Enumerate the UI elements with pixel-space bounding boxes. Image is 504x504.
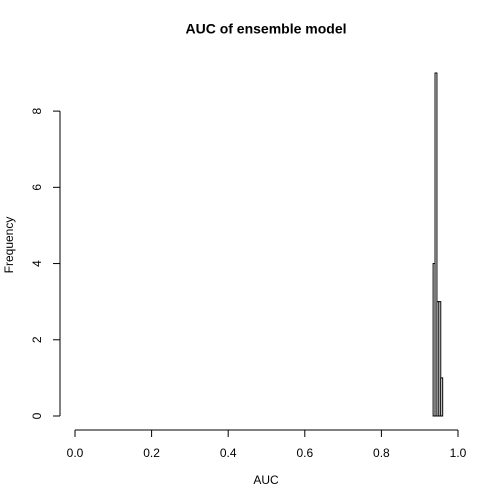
chart-title: AUC of ensemble model: [185, 21, 346, 37]
y-tick-label: 2: [30, 336, 44, 343]
x-axis-label: AUC: [253, 473, 279, 487]
y-tick-label: 8: [30, 107, 44, 114]
y-axis-label: Frequency: [2, 217, 16, 274]
bar: [434, 72, 438, 417]
bar: [438, 301, 442, 417]
bar: [440, 377, 444, 417]
x-tick-label: 0.8: [373, 446, 390, 460]
x-tick-label: 0.0: [67, 446, 84, 460]
x-tick-label: 0.6: [296, 446, 313, 460]
y-tick-label: 0: [30, 412, 44, 419]
x-tick-label: 0.2: [143, 446, 160, 460]
x-tick-label: 1.0: [450, 446, 467, 460]
x-tick-label: 0.4: [220, 446, 237, 460]
y-tick-label: 6: [30, 184, 44, 191]
y-tick-label: 4: [30, 260, 44, 267]
